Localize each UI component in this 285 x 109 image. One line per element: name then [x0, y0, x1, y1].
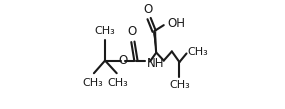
Text: O: O	[118, 54, 127, 67]
Text: CH₃: CH₃	[188, 47, 208, 57]
Text: CH₃: CH₃	[82, 78, 103, 88]
Text: CH₃: CH₃	[169, 80, 190, 90]
Text: NH: NH	[147, 57, 164, 70]
Text: O: O	[143, 3, 152, 16]
Polygon shape	[153, 32, 156, 52]
Text: O: O	[127, 25, 137, 38]
Text: CH₃: CH₃	[108, 78, 129, 88]
Text: OH: OH	[167, 17, 185, 30]
Text: CH₃: CH₃	[95, 26, 115, 36]
